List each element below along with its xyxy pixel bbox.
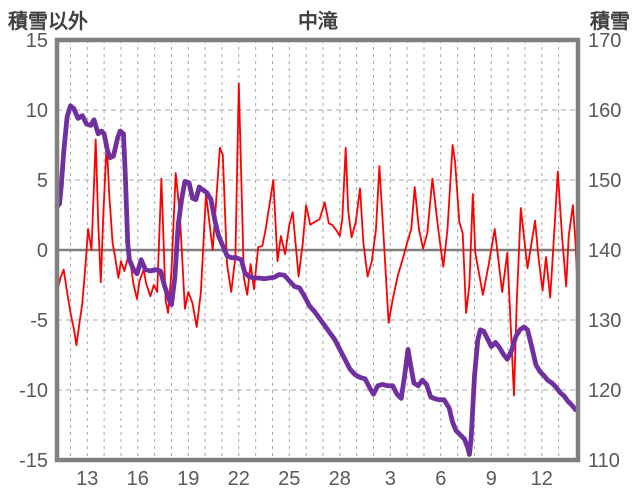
series-line-purple — [54, 103, 580, 457]
right-axis-tick-label: 170 — [588, 30, 621, 52]
left-axis-tick-label: 15 — [26, 30, 48, 52]
left-axis-title: 積雪以外 — [8, 11, 88, 33]
x-axis-tick-label: 13 — [76, 468, 98, 490]
x-axis-tick-label: 22 — [228, 468, 250, 490]
x-axis-tick-label: 28 — [329, 468, 351, 490]
x-axis-tick-label: 25 — [278, 468, 300, 490]
plot-border — [54, 37, 581, 463]
x-axis-tick-label: 3 — [385, 468, 396, 490]
right-axis-tick-label: 160 — [588, 100, 621, 122]
right-axis-tick-label: 110 — [588, 450, 620, 472]
right-axis-tick-label: 130 — [588, 310, 621, 332]
right-axis-tick-label: 120 — [588, 380, 621, 402]
right-axis-tick-label: 150 — [588, 170, 621, 192]
left-axis-tick-label: -5 — [30, 310, 48, 332]
right-axis-title: 積雪 — [590, 11, 630, 33]
right-axis-tick-label: 140 — [588, 240, 621, 262]
left-axis-tick-label: -10 — [19, 380, 48, 402]
series-line-red — [56, 82, 579, 397]
x-axis-tick-label: 19 — [177, 468, 199, 490]
left-axis-tick-label: 5 — [37, 170, 48, 192]
chart-title: 中滝 — [298, 11, 338, 33]
left-axis-tick-label: 10 — [26, 100, 48, 122]
left-axis-tick-label: -15 — [19, 450, 48, 472]
x-axis-tick-label: 6 — [435, 468, 446, 490]
x-axis-tick-label: 9 — [486, 468, 497, 490]
x-axis-tick-label: 12 — [531, 468, 553, 490]
left-axis-tick-label: 0 — [37, 240, 48, 262]
x-axis-tick-label: 16 — [127, 468, 149, 490]
